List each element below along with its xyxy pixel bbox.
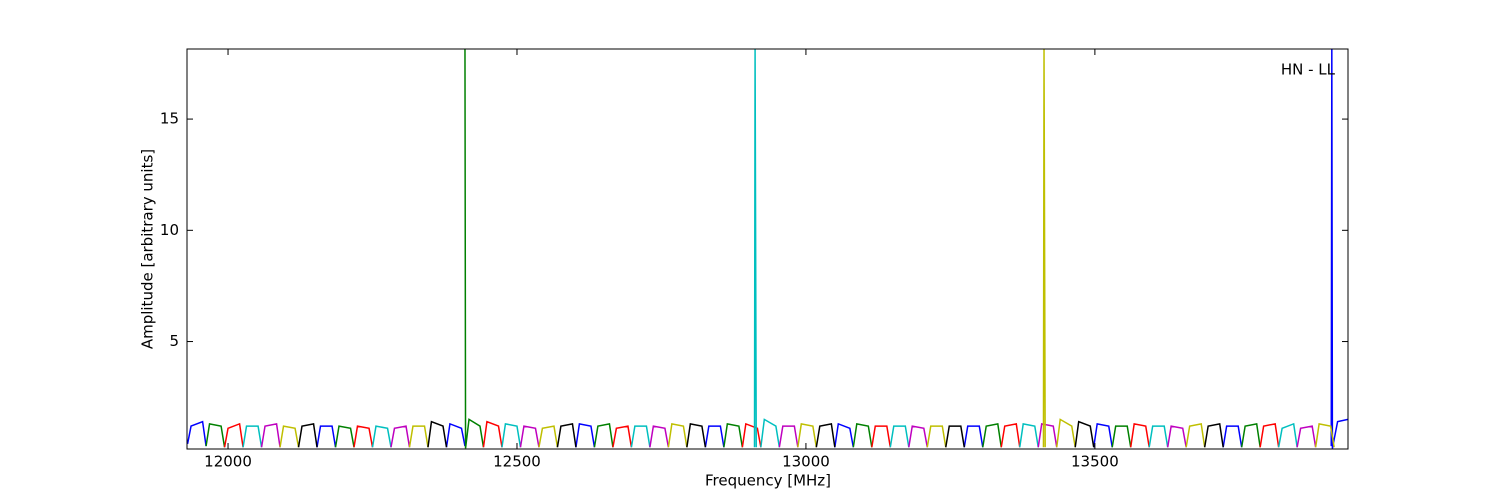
x-axis-label: Frequency [MHz] (705, 472, 831, 490)
plot-area (187, 49, 1348, 449)
x-tick-label: 12500 (493, 453, 541, 471)
spectrum-line (187, 49, 1348, 449)
y-axis-label: Amplitude [arbitrary units] (139, 149, 157, 349)
spectrum-line (260, 422, 1317, 448)
spectrum-line (297, 420, 1224, 448)
y-tick-label: 15 (160, 110, 179, 128)
spectrum-line (205, 49, 1261, 449)
spectrum-line (223, 420, 1280, 448)
x-tick-label: 13500 (1071, 453, 1119, 471)
axes-frame (186, 48, 1349, 450)
annotation: HN - LL (1281, 61, 1336, 79)
spectrum-line (242, 49, 1298, 448)
spectrum-line (279, 49, 1335, 448)
x-tick-label: 13000 (782, 453, 830, 471)
y-tick-label: 10 (160, 221, 179, 239)
x-tick-label: 12000 (204, 453, 252, 471)
y-tick-label: 5 (169, 332, 179, 350)
